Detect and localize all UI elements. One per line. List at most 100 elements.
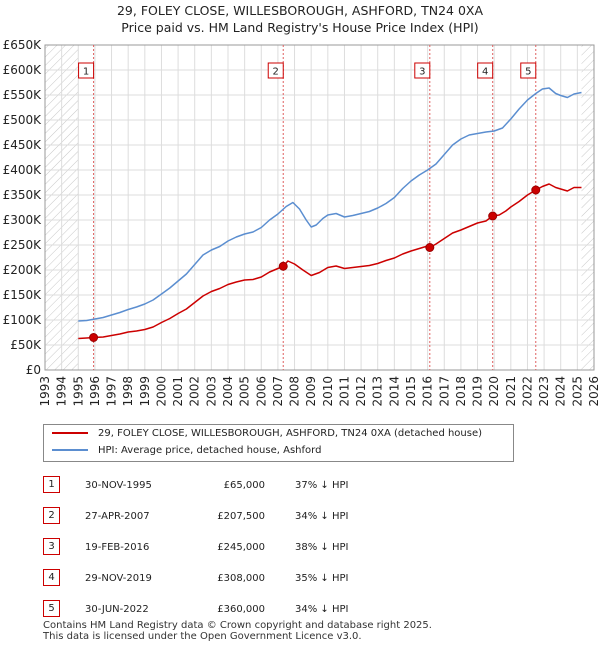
x-tick-label: 2003 bbox=[204, 376, 218, 407]
x-tick-label: 2025 bbox=[570, 376, 584, 407]
y-tick-label: £150K bbox=[3, 288, 43, 302]
y-tick-label: £300K bbox=[3, 213, 43, 227]
x-tick-label: 1998 bbox=[121, 376, 135, 407]
plot-border bbox=[44, 44, 595, 371]
x-tick-label: 2016 bbox=[421, 376, 435, 407]
y-tick-label: £400K bbox=[3, 163, 43, 177]
series-line-hpi bbox=[78, 87, 582, 322]
x-tick-label: 2021 bbox=[504, 376, 518, 407]
x-tick-label: 2020 bbox=[487, 376, 501, 407]
y-tick-label: £500K bbox=[3, 113, 43, 127]
sale-hpi-diff: 35% ↓ HPI bbox=[295, 573, 349, 584]
x-tick-label: 2014 bbox=[387, 376, 401, 407]
sale-price: £65,000 bbox=[223, 480, 265, 491]
plot-area bbox=[45, 45, 594, 370]
sale-label-text: 1 bbox=[83, 67, 89, 78]
legend-label-property: 29, FOLEY CLOSE, WILLESBOROUGH, ASHFORD,… bbox=[98, 428, 483, 439]
sale-label-text: 4 bbox=[482, 67, 488, 78]
x-tick-label: 2010 bbox=[321, 376, 335, 407]
sale-number-badge: 4 bbox=[43, 569, 60, 586]
y-tick-label: £250K bbox=[3, 238, 43, 252]
x-tick-label: 2001 bbox=[171, 376, 185, 407]
title-line-1: 29, FOLEY CLOSE, WILLESBOROUGH, ASHFORD,… bbox=[116, 3, 484, 18]
x-tick-label: 2011 bbox=[337, 376, 351, 407]
sale-number-badge: 3 bbox=[43, 538, 60, 555]
x-tick-label: 1996 bbox=[88, 376, 102, 407]
sale-number-badge: 1 bbox=[43, 476, 60, 493]
sale-label-text: 2 bbox=[273, 67, 279, 78]
legend-swatch-property bbox=[52, 432, 88, 434]
sale-date: 19-FEB-2016 bbox=[85, 542, 150, 553]
legend-label-hpi: HPI: Average price, detached house, Ashf… bbox=[98, 445, 322, 456]
title-line-2: Price paid vs. HM Land Registry's House … bbox=[121, 20, 479, 35]
sale-point bbox=[488, 211, 498, 221]
sale-hpi-diff: 37% ↓ HPI bbox=[295, 480, 349, 491]
sale-date: 27-APR-2007 bbox=[85, 511, 150, 522]
x-tick-label: 2022 bbox=[520, 376, 534, 407]
x-tick-label: 2023 bbox=[537, 376, 551, 407]
chart-title: 29, FOLEY CLOSE, WILLESBOROUGH, ASHFORD,… bbox=[0, 2, 600, 36]
no-data-region-right bbox=[581, 45, 594, 370]
price-chart: £0 £50K £100K £150K £200K £250K £300K £350K £400… bbox=[3, 38, 600, 407]
sale-date: 29-NOV-2019 bbox=[85, 573, 152, 584]
legend-item-hpi: HPI: Average price, detached house, Ashf… bbox=[52, 443, 321, 459]
sale-label-box bbox=[477, 62, 494, 79]
sale-date: 30-NOV-1995 bbox=[85, 480, 152, 491]
sale-number-badge: 2 bbox=[43, 507, 60, 524]
x-tick-label: 2008 bbox=[288, 376, 302, 407]
x-tick-label: 2024 bbox=[554, 376, 568, 407]
y-tick-label: £450K bbox=[3, 138, 43, 152]
x-tick-label: 2017 bbox=[437, 376, 451, 407]
sale-price: £245,000 bbox=[217, 542, 265, 553]
x-tick-label: 1995 bbox=[71, 376, 85, 407]
sale-date: 30-JUN-2022 bbox=[85, 604, 149, 615]
sale-number-badge: 5 bbox=[43, 600, 60, 617]
sale-point bbox=[278, 261, 288, 271]
x-tick-label: 1999 bbox=[138, 376, 152, 407]
x-tick-label: 2015 bbox=[404, 376, 418, 407]
x-tick-label: 1997 bbox=[105, 376, 119, 407]
x-tick-label: 2012 bbox=[354, 376, 368, 407]
sale-label-text: 5 bbox=[525, 67, 531, 78]
y-tick-label: £100K bbox=[3, 313, 43, 327]
y-tick-label: £350K bbox=[3, 188, 43, 202]
x-tick-label: 2007 bbox=[271, 376, 285, 407]
y-tick-label: £50K bbox=[10, 338, 42, 352]
footer-line-2: This data is licensed under the Open Gov… bbox=[43, 631, 362, 642]
x-tick-label: 2013 bbox=[371, 376, 385, 407]
y-tick-label: £0 bbox=[26, 363, 41, 377]
x-tick-label: 2019 bbox=[471, 376, 485, 407]
x-tick-label: 2004 bbox=[221, 376, 235, 407]
x-tick-label: 2026 bbox=[587, 376, 600, 407]
sale-point bbox=[531, 185, 541, 195]
sale-label-box bbox=[78, 62, 95, 79]
sale-point bbox=[425, 243, 435, 252]
legend-swatch-hpi bbox=[52, 449, 88, 451]
y-tick-label: £550K bbox=[3, 88, 43, 102]
x-tick-label: 2006 bbox=[254, 376, 268, 407]
y-tick-label: £650K bbox=[3, 38, 43, 52]
footer-line-1: Contains HM Land Registry data © Crown c… bbox=[43, 620, 432, 631]
series-line-property bbox=[78, 183, 582, 340]
footer: Contains HM Land Registry data © Crown c… bbox=[43, 620, 432, 642]
y-tick-label: £600K bbox=[3, 63, 43, 77]
sale-point bbox=[89, 333, 99, 342]
x-tick-label: 2018 bbox=[454, 376, 468, 407]
sale-label-box bbox=[414, 62, 431, 79]
sale-label-box bbox=[267, 62, 284, 79]
sale-price: £308,000 bbox=[217, 573, 265, 584]
x-tick-label: 1993 bbox=[38, 376, 52, 407]
sale-price: £207,500 bbox=[217, 511, 265, 522]
sale-price: £360,000 bbox=[217, 604, 265, 615]
x-tick-label: 2009 bbox=[304, 376, 318, 407]
sale-hpi-diff: 34% ↓ HPI bbox=[295, 604, 349, 615]
y-tick-label: £200K bbox=[3, 263, 43, 277]
x-tick-label: 2000 bbox=[154, 376, 168, 407]
sale-label-box bbox=[520, 62, 537, 79]
x-tick-label: 2002 bbox=[188, 376, 202, 407]
legend: 29, FOLEY CLOSE, WILLESBOROUGH, ASHFORD,… bbox=[43, 424, 514, 462]
sale-hpi-diff: 38% ↓ HPI bbox=[295, 542, 349, 553]
sale-label-text: 3 bbox=[419, 67, 425, 78]
legend-item-property: 29, FOLEY CLOSE, WILLESBOROUGH, ASHFORD,… bbox=[52, 426, 482, 442]
sale-hpi-diff: 34% ↓ HPI bbox=[295, 511, 349, 522]
